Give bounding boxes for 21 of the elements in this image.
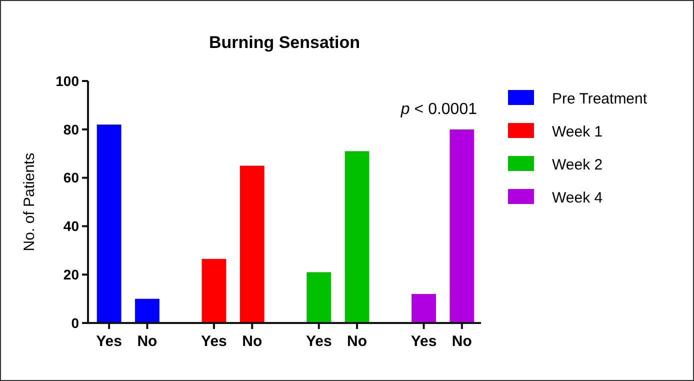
x-tick-label: Yes — [410, 333, 437, 350]
y-tick-label: 80 — [63, 121, 80, 138]
x-tick-label: No — [242, 333, 262, 350]
x-tick-label: No — [452, 333, 472, 350]
legend-label: Week 1 — [552, 123, 603, 140]
legend-label: Week 2 — [552, 156, 603, 174]
x-tick-label: No — [347, 333, 368, 350]
legend-label: Pre Treatment — [552, 90, 648, 108]
x-tick-label: Yes — [201, 333, 227, 350]
chart-title: Burning Sensation — [208, 33, 360, 52]
y-tick-label: 100 — [56, 72, 80, 89]
y-tick-label: 40 — [63, 218, 80, 234]
x-tick-label: Yes — [96, 333, 122, 350]
y-tick-label: 60 — [63, 170, 80, 186]
x-tick-label: No — [137, 333, 158, 350]
annotation: p < 0.0001 — [400, 101, 478, 118]
y-tick-label: 0 — [71, 314, 80, 331]
y-tick-label: 20 — [63, 266, 80, 282]
x-tick-label: Yes — [306, 333, 332, 350]
y-axis-title: No. of Patients — [21, 152, 38, 252]
legend-label: Week 4 — [552, 189, 603, 206]
